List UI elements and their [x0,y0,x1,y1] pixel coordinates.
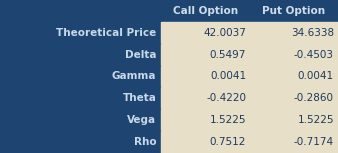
Bar [0,131,161,153]
Text: 1.5225: 1.5225 [210,115,246,125]
Bar [161,44,338,66]
Text: Call Option: Call Option [173,6,238,16]
Text: -0.4220: -0.4220 [206,93,246,103]
Text: Rho: Rho [134,137,156,147]
Bar [0,66,161,87]
Text: 0.7512: 0.7512 [210,137,246,147]
Bar [0,0,338,22]
Text: Gamma: Gamma [112,71,156,82]
Text: 1.5225: 1.5225 [297,115,334,125]
Bar [161,66,338,87]
Bar [161,22,338,44]
Bar [161,109,338,131]
Bar [161,131,338,153]
Text: 0.0041: 0.0041 [298,71,334,82]
Bar [0,22,161,44]
Text: 0.0041: 0.0041 [210,71,246,82]
Text: Delta: Delta [125,50,156,60]
Text: -0.4503: -0.4503 [294,50,334,60]
Text: Theoretical Price: Theoretical Price [56,28,156,38]
Bar [0,44,161,66]
Bar [0,109,161,131]
Text: Theta: Theta [123,93,156,103]
Bar [161,87,338,109]
Text: 42.0037: 42.0037 [203,28,246,38]
Bar [0,87,161,109]
Text: Vega: Vega [127,115,156,125]
Text: Put Option: Put Option [263,6,325,16]
Text: 34.6338: 34.6338 [291,28,334,38]
Text: 0.5497: 0.5497 [210,50,246,60]
Text: -0.7174: -0.7174 [294,137,334,147]
Text: -0.2860: -0.2860 [294,93,334,103]
